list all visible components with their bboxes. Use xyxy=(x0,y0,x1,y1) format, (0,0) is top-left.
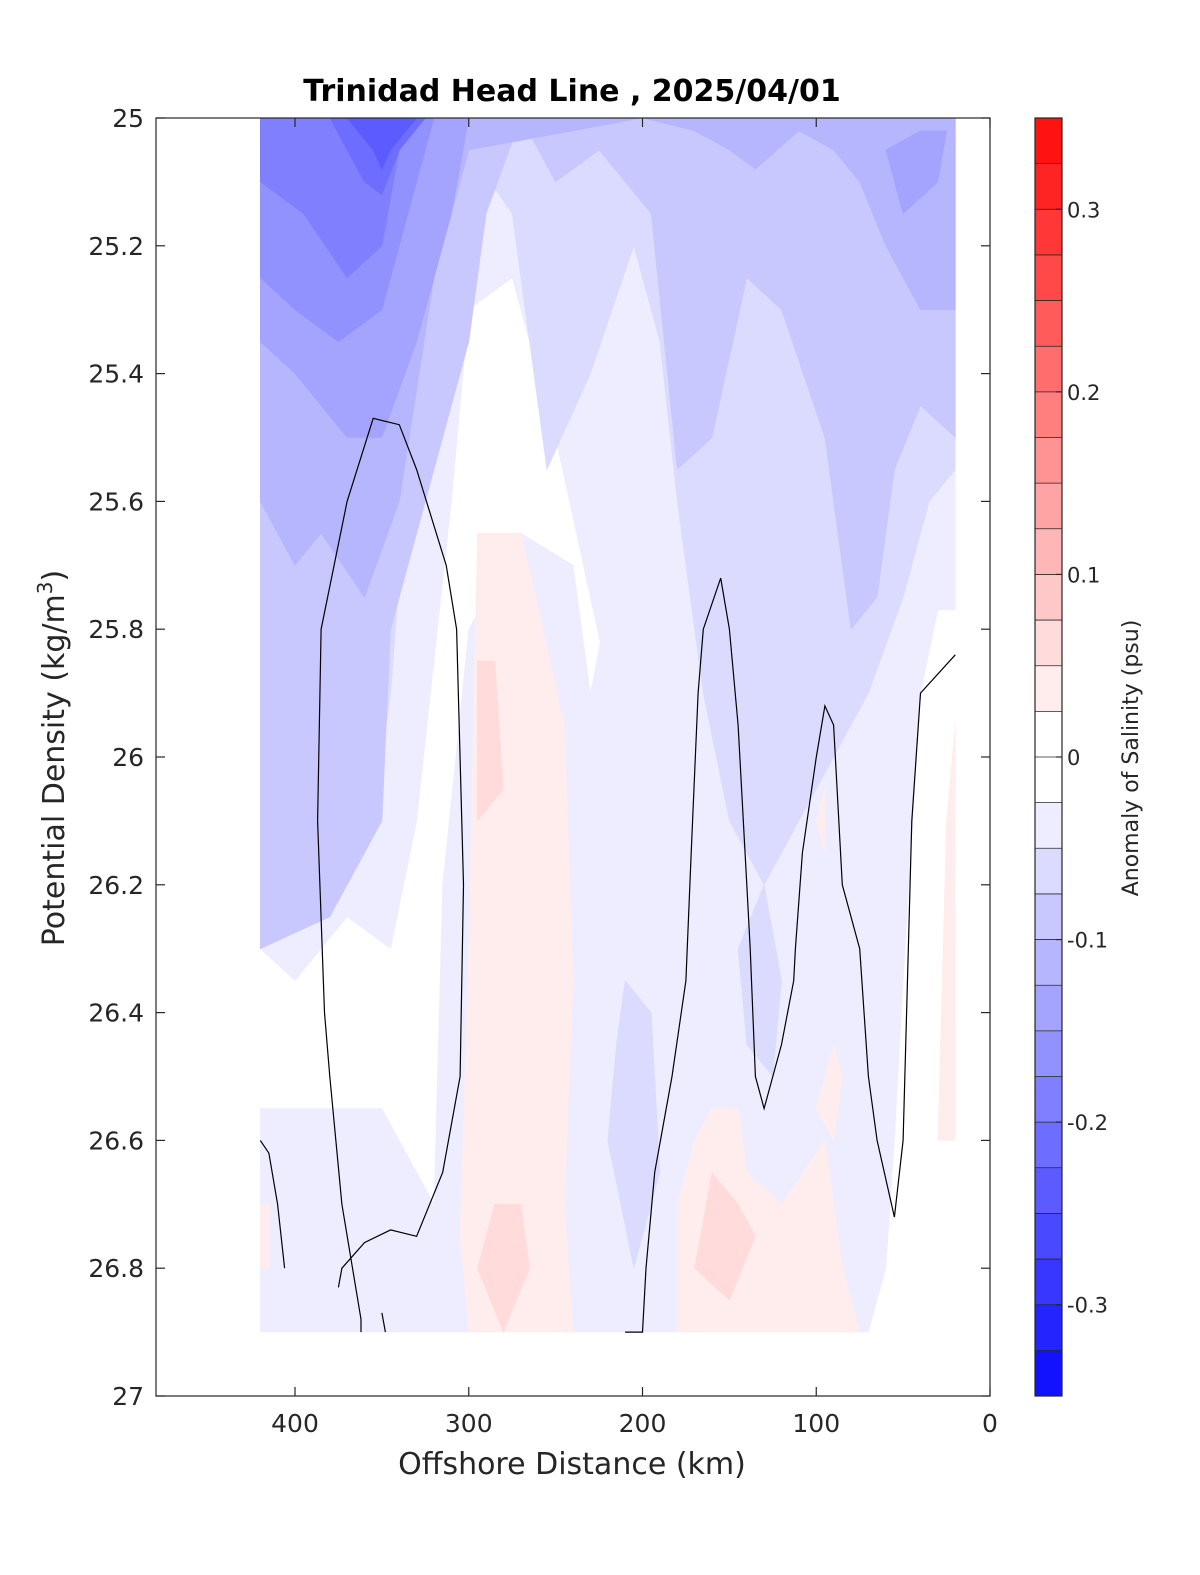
y-axis-label-superscript: 3 xyxy=(33,581,57,594)
colorbar-band xyxy=(1035,1122,1062,1169)
colorbar-label: Anomaly of Salinity (psu) xyxy=(1119,620,1144,897)
contour-band xyxy=(815,1044,843,1141)
colorbar-band xyxy=(1035,711,1062,758)
contour-band xyxy=(259,118,956,950)
colorbar-band xyxy=(1035,893,1062,940)
colorbar-band xyxy=(1035,346,1062,393)
colorbar-band xyxy=(1035,118,1062,165)
colorbar xyxy=(1035,118,1062,1397)
x-tick-label: 0 xyxy=(982,1409,998,1438)
y-tick-label: 25.2 xyxy=(88,232,144,261)
contour-fill-layer xyxy=(259,118,956,1333)
y-tick-label: 26.6 xyxy=(88,1126,144,1155)
colorbar-band xyxy=(1035,209,1062,256)
contour-band xyxy=(815,788,826,854)
y-tick-label: 27 xyxy=(112,1382,144,1411)
colorbar-band xyxy=(1035,757,1062,804)
chart-title: Trinidad Head Line , 2025/04/01 xyxy=(303,74,840,109)
x-tick-label: 100 xyxy=(792,1409,840,1438)
y-axis-label-close: ) xyxy=(37,570,72,582)
colorbar-band xyxy=(1035,1030,1062,1077)
x-axis-label: Offshore Distance (km) xyxy=(398,1447,746,1482)
y-tick-label: 25.6 xyxy=(88,487,144,516)
colorbar-band xyxy=(1035,528,1062,575)
y-tick-label: 25.4 xyxy=(88,360,144,389)
colorbar-band xyxy=(1035,483,1062,530)
y-tick-label: 26 xyxy=(112,743,144,772)
contour-band xyxy=(477,660,504,822)
colorbar-band xyxy=(1035,1259,1062,1306)
zero-contour-line xyxy=(316,417,465,1333)
colorbar-band xyxy=(1035,1350,1062,1397)
colorbar-band xyxy=(1035,802,1062,849)
zero-contour-layer xyxy=(259,417,956,1333)
colorbar-band xyxy=(1035,574,1062,621)
contour-band xyxy=(259,1204,270,1269)
colorbar-band xyxy=(1035,254,1062,301)
y-tick-label: 25.8 xyxy=(88,615,144,644)
colorbar-tick-label: 0.1 xyxy=(1067,563,1100,587)
colorbar-band xyxy=(1035,437,1062,484)
y-tick-label: 25 xyxy=(112,104,144,133)
x-tick-label: 200 xyxy=(619,1409,667,1438)
zero-contour-line xyxy=(381,1312,386,1333)
contour-band xyxy=(477,1204,530,1333)
x-axis: 400 300 200 100 0 xyxy=(271,118,998,1438)
contour-band xyxy=(694,1172,756,1301)
y-tick-label: 26.2 xyxy=(88,871,144,900)
colorbar-band xyxy=(1035,1167,1062,1214)
colorbar-band xyxy=(1035,620,1062,667)
colorbar-band xyxy=(1035,939,1062,986)
colorbar-band xyxy=(1035,300,1062,347)
x-tick-label: 300 xyxy=(445,1409,493,1438)
y-axis-label-main: Potential Density (kg/m xyxy=(37,594,72,946)
colorbar-band xyxy=(1035,1213,1062,1260)
colorbar-band xyxy=(1035,1076,1062,1123)
y-axis-label: Potential Density (kg/m3) xyxy=(33,570,72,946)
colorbar-tick-label: 0.3 xyxy=(1067,198,1100,222)
colorbar-band xyxy=(1035,163,1062,210)
y-tick-label: 26.4 xyxy=(88,999,144,1028)
y-axis: 25 25.2 25.4 25.6 25.8 26 26.2 26.4 26.6 26.8 27 xyxy=(88,104,990,1411)
colorbar-band xyxy=(1035,391,1062,438)
colorbar-band xyxy=(1035,848,1062,895)
contour-band xyxy=(937,724,956,1141)
colorbar-tick-label: -0.2 xyxy=(1067,1111,1108,1135)
x-tick-label: 400 xyxy=(271,1409,319,1438)
colorbar-band xyxy=(1035,985,1062,1032)
zero-contour-line xyxy=(259,1140,286,1269)
contour-band xyxy=(346,118,417,170)
zero-contour-line xyxy=(625,577,956,1333)
colorbar-ticks: -0.3 -0.2 -0.1 0 0.1 0.2 0.3 xyxy=(1056,198,1108,1318)
contour-band xyxy=(607,980,661,1269)
colorbar-tick-label: 0 xyxy=(1067,746,1080,770)
colorbar-band xyxy=(1035,1304,1062,1351)
contour-band xyxy=(885,130,947,215)
colorbar-tick-label: 0.2 xyxy=(1067,381,1100,405)
colorbar-band xyxy=(1035,665,1062,712)
colorbar-tick-label: -0.3 xyxy=(1067,1294,1108,1318)
y-tick-label: 26.8 xyxy=(88,1254,144,1283)
colorbar-tick-label: -0.1 xyxy=(1067,929,1108,953)
